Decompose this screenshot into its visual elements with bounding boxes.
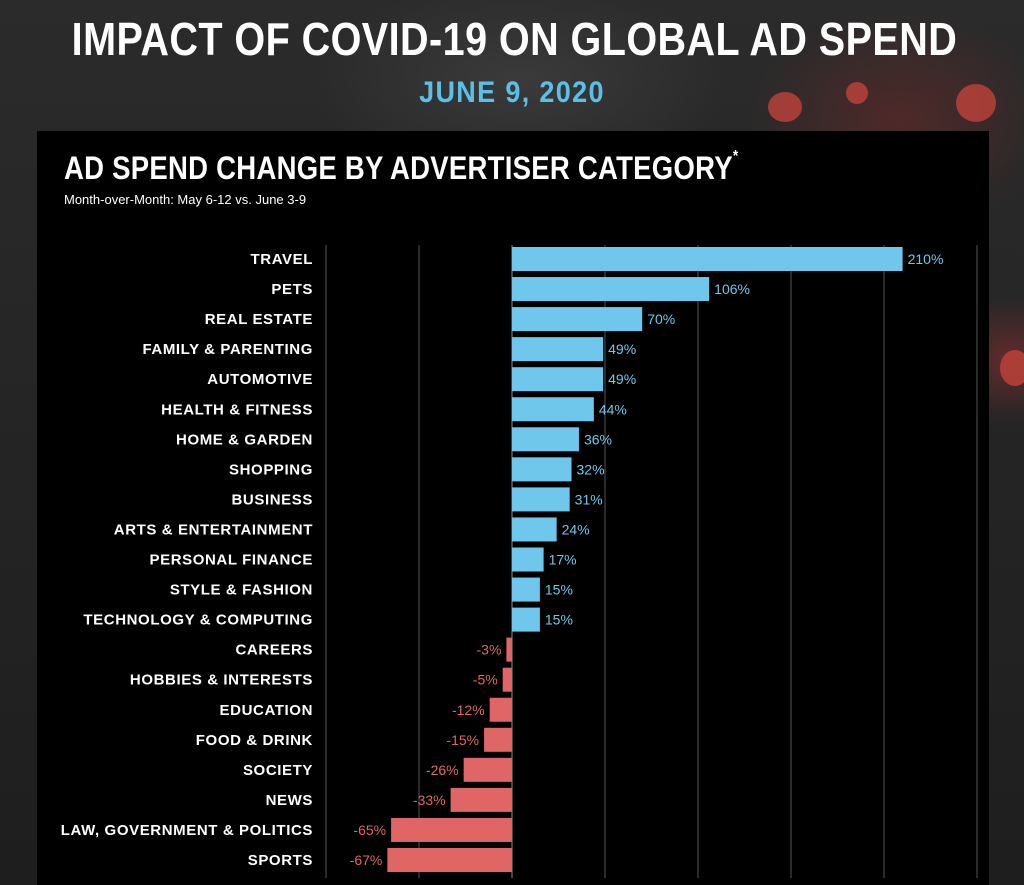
category-label: HEALTH & FITNESS <box>161 401 313 418</box>
bar-value-label: 31% <box>575 491 603 507</box>
category-label: AUTOMOTIVE <box>207 371 313 388</box>
bar <box>512 487 570 512</box>
bar-value-label: 49% <box>608 371 636 387</box>
bar <box>512 277 710 302</box>
bar <box>484 727 512 752</box>
category-label: REAL ESTATE <box>205 311 313 328</box>
bar-value-label: 32% <box>577 461 605 477</box>
bar <box>463 757 512 782</box>
bar-value-label: 210% <box>908 251 944 267</box>
bar-value-label: 15% <box>545 612 573 628</box>
bar <box>512 337 604 362</box>
bar-value-label: 15% <box>545 582 573 598</box>
bar-value-label: -3% <box>477 642 502 658</box>
bar-value-label: -15% <box>446 732 479 748</box>
background-map-dot <box>846 82 868 104</box>
category-label: NEWS <box>266 792 313 809</box>
background-map-dot <box>956 84 996 122</box>
bar-value-label: 44% <box>599 401 627 417</box>
chart-subtitle: Month-over-Month: May 6-12 vs. June 3-9 <box>64 192 307 207</box>
bar-value-label: 49% <box>608 341 636 357</box>
page-title: IMPACT OF COVID-19 ON GLOBAL AD SPEND <box>71 13 958 65</box>
category-label: SHOPPING <box>229 461 313 478</box>
bar <box>512 547 544 572</box>
background-map-dot <box>768 92 802 122</box>
bar <box>512 517 557 542</box>
bar <box>387 848 512 872</box>
category-label: TRAVEL <box>251 251 314 268</box>
chart-title: AD SPEND CHANGE BY ADVERTISER CATEGORY* <box>64 148 739 186</box>
bar <box>502 667 512 692</box>
bar-value-label: 106% <box>714 281 750 297</box>
category-label: CAREERS <box>235 642 313 659</box>
chart-title-footnote-mark: * <box>732 148 739 165</box>
bar-value-label: -33% <box>413 792 446 808</box>
bar <box>450 787 512 812</box>
category-label: STYLE & FASHION <box>170 582 313 599</box>
bar-value-label: 36% <box>584 431 612 447</box>
category-label: BUSINESS <box>232 491 314 508</box>
category-label: HOBBIES & INTERESTS <box>130 672 313 689</box>
bar <box>512 427 579 452</box>
category-label: FAMILY & PARENTING <box>142 341 313 358</box>
bar <box>512 307 643 332</box>
bar <box>512 247 903 271</box>
category-label: FOOD & DRINK <box>196 732 313 749</box>
bar-value-label: -5% <box>473 672 498 688</box>
bar <box>506 637 512 662</box>
category-label: PERSONAL FINANCE <box>149 552 313 569</box>
category-label: PETS <box>271 281 313 298</box>
bar <box>512 607 540 632</box>
bar <box>512 457 572 482</box>
bar <box>489 697 512 722</box>
category-label: HOME & GARDEN <box>176 431 313 448</box>
background-map-dot <box>1000 350 1024 386</box>
bar-value-label: 24% <box>562 521 590 537</box>
bar-value-label: 70% <box>647 311 675 327</box>
bar <box>512 367 604 392</box>
bar-value-label: -65% <box>353 822 386 838</box>
category-label: SOCIETY <box>243 762 313 779</box>
category-label: EDUCATION <box>220 702 313 719</box>
bar <box>512 397 594 422</box>
category-label: SPORTS <box>248 852 313 869</box>
category-label: ARTS & ENTERTAINMENT <box>114 521 313 538</box>
category-label: LAW, GOVERNMENT & POLITICS <box>61 822 313 839</box>
page-date: JUNE 9, 2020 <box>419 76 605 109</box>
bar <box>391 817 512 842</box>
bar-value-label: -26% <box>426 762 459 778</box>
category-label: TECHNOLOGY & COMPUTING <box>83 612 313 629</box>
bar-value-label: -67% <box>350 852 383 868</box>
bar-value-label: -12% <box>452 702 485 718</box>
bar <box>512 577 540 602</box>
bar-value-label: 17% <box>549 552 577 568</box>
